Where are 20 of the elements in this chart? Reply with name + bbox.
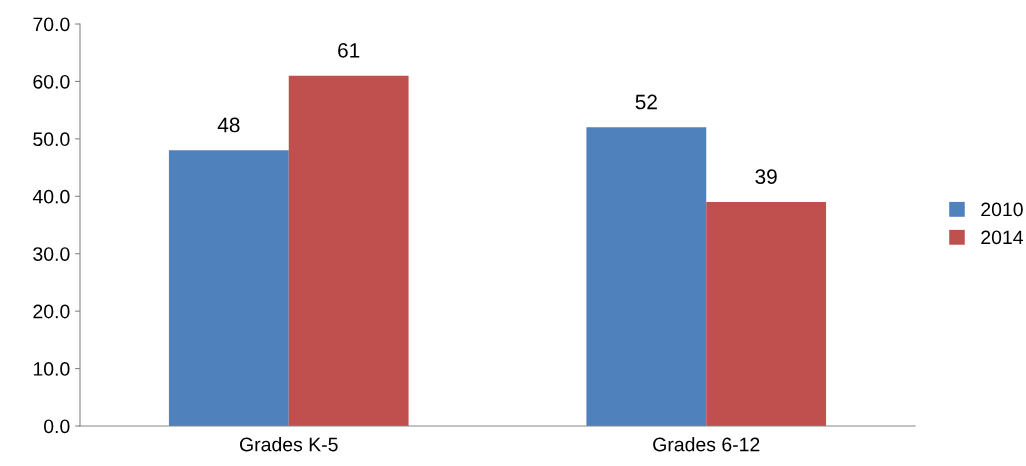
bar xyxy=(706,202,827,426)
x-tick-label: Grades K-5 xyxy=(240,437,338,452)
bar xyxy=(586,127,707,426)
legend-label: 2010 xyxy=(981,202,1023,217)
y-tick-label: 70.0 xyxy=(33,17,70,32)
data-label: 61 xyxy=(338,42,360,58)
y-tick-label: 0.0 xyxy=(44,419,70,434)
y-tick-label: 40.0 xyxy=(32,189,70,204)
y-tick-label: 30.0 xyxy=(33,247,70,261)
data-label: 52 xyxy=(635,94,657,110)
y-tick-label: 60.0 xyxy=(33,74,70,89)
y-tick-label: 10.0 xyxy=(33,362,70,376)
bar xyxy=(288,75,409,426)
data-label: 48 xyxy=(217,117,240,133)
y-tick-label: 50.0 xyxy=(33,132,70,147)
legend-label: 2014 xyxy=(981,230,1023,245)
bar xyxy=(168,150,289,426)
y-tick-label: 20.0 xyxy=(33,304,70,319)
x-tick-label: Grades 6-12 xyxy=(653,437,760,452)
data-label: 39 xyxy=(755,169,777,185)
